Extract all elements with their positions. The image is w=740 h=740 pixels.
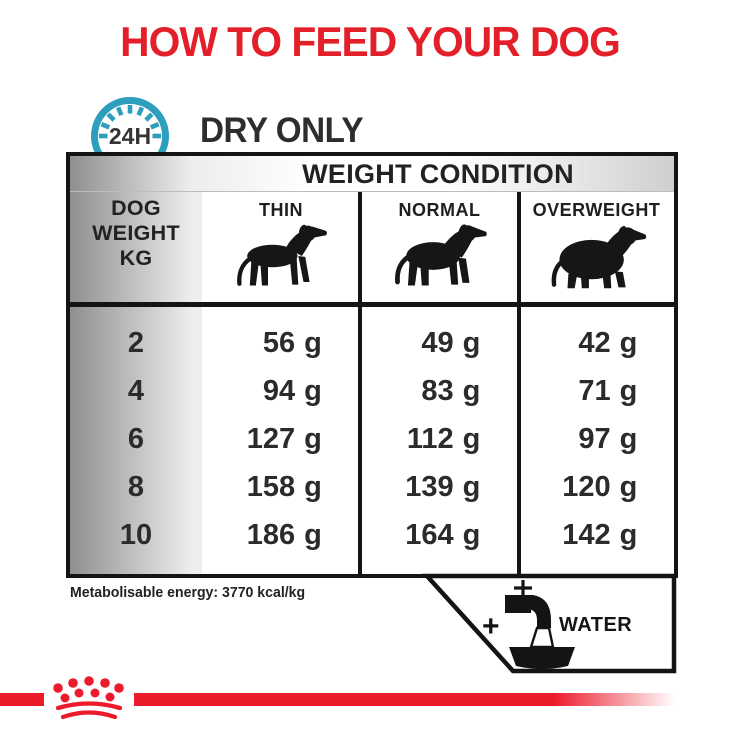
ration-overweight: 142 g [519, 519, 674, 552]
weight-header-line: DOG [111, 196, 161, 220]
feeding-values: 2 56 g 49 g 42 g 4 94 g 83 g 71 g 6 127 g 112 g … [70, 307, 674, 574]
ration-normal: 164 g [360, 519, 519, 552]
ration-thin: 127 g [202, 423, 360, 456]
ration-unit: g [619, 374, 638, 407]
thin-label: THIN [259, 200, 303, 220]
table-row: 8 158 g 139 g 120 g [70, 463, 674, 511]
ration-unit: g [462, 326, 481, 359]
ration-unit: g [619, 422, 638, 455]
table-row: 10 186 g 164 g 142 g [70, 511, 674, 559]
ration-amount: 71 [578, 374, 611, 407]
weight-condition-band: WEIGHT CONDITION [70, 156, 674, 192]
ration-thin: 158 g [202, 471, 360, 504]
ration-unit: g [462, 422, 481, 455]
ration-amount: 127 [246, 422, 296, 455]
ration-normal: 139 g [360, 471, 519, 504]
column-divider [517, 192, 521, 574]
ration-unit: g [619, 326, 638, 359]
table-row: 2 56 g 49 g 42 g [70, 319, 674, 367]
ration-normal: 112 g [360, 423, 519, 456]
dog-weight-value: 8 [127, 470, 145, 503]
thin-dog-icon [237, 224, 327, 286]
ration-amount: 56 [262, 326, 296, 359]
ration-overweight: 71 g [519, 375, 674, 408]
ration-thin: 94 g [202, 375, 360, 408]
ration-amount: 186 [246, 518, 296, 551]
metabolisable-energy-note: Metabolisable energy: 3770 kcal/kg [70, 584, 306, 601]
water-label: WATER [559, 614, 633, 636]
normal-dog-icon [394, 224, 487, 286]
dog-weight-value: 10 [119, 518, 153, 551]
weight-header-line: KG [119, 245, 153, 270]
ration-unit: g [304, 518, 322, 551]
table-row: 6 127 g 112 g 97 g [70, 415, 674, 463]
feeding-table: WEIGHT CONDITION DOG WEIGHT KG THIN [66, 152, 678, 578]
ration-overweight: 120 g [519, 471, 674, 504]
ration-unit: g [462, 470, 481, 503]
ration-amount: 94 [262, 374, 296, 407]
ration-amount: 142 [562, 518, 611, 551]
dog-weight-value: 4 [127, 374, 145, 407]
ration-unit: g [304, 470, 322, 503]
weight-condition-header: WEIGHT CONDITION [302, 159, 574, 189]
water-tap-icon [505, 580, 575, 673]
dog-weight-value: 2 [127, 326, 145, 359]
plus-sign: + [482, 610, 500, 643]
table-row: 4 94 g 83 g 71 g [70, 367, 674, 415]
bottom-red-bar [0, 693, 44, 706]
clock-label: 24H [109, 123, 151, 149]
column-divider [358, 192, 362, 574]
ration-amount: 120 [562, 470, 611, 503]
ration-unit: g [462, 374, 481, 407]
dry-only-heading: DRY ONLY [200, 111, 364, 150]
header-body-divider [70, 302, 674, 307]
ration-overweight: 97 g [519, 423, 674, 456]
ration-amount: 112 [406, 422, 454, 455]
ration-unit: g [304, 422, 322, 455]
ration-unit: g [304, 326, 322, 359]
ration-unit: g [619, 518, 638, 551]
ration-overweight: 42 g [519, 327, 674, 360]
ration-amount: 42 [578, 326, 611, 359]
ration-amount: 164 [405, 518, 454, 551]
overweight-label: OVERWEIGHT [532, 200, 661, 220]
bottom-red-bar [134, 693, 686, 706]
ration-amount: 49 [421, 326, 454, 359]
ration-unit: g [619, 470, 638, 503]
weight-header-line: WEIGHT [92, 220, 180, 245]
ration-thin: 56 g [202, 327, 360, 360]
ration-thin: 186 g [202, 519, 360, 552]
dog-weight-kg-header: DOG WEIGHT KG [70, 194, 202, 302]
dog-weight-value: 6 [127, 422, 145, 455]
page-title: HOW TO FEED YOUR DOG [120, 18, 621, 65]
water-callout: + WATER [420, 570, 682, 678]
column-header-overweight: OVERWEIGHT [519, 192, 674, 302]
ration-amount: 97 [578, 422, 611, 455]
ration-normal: 49 g [360, 327, 519, 360]
ration-amount: 158 [246, 470, 296, 503]
ration-unit: g [304, 374, 322, 407]
column-header-thin: THIN [202, 192, 360, 302]
column-header-normal: NORMAL [360, 192, 519, 302]
ration-unit: g [462, 518, 481, 551]
ration-normal: 83 g [360, 375, 519, 408]
overweight-dog-icon [551, 225, 646, 289]
ration-amount: 139 [405, 470, 454, 503]
royal-canin-crown-icon [53, 676, 124, 720]
normal-label: NORMAL [398, 200, 481, 220]
ration-amount: 83 [421, 374, 454, 407]
